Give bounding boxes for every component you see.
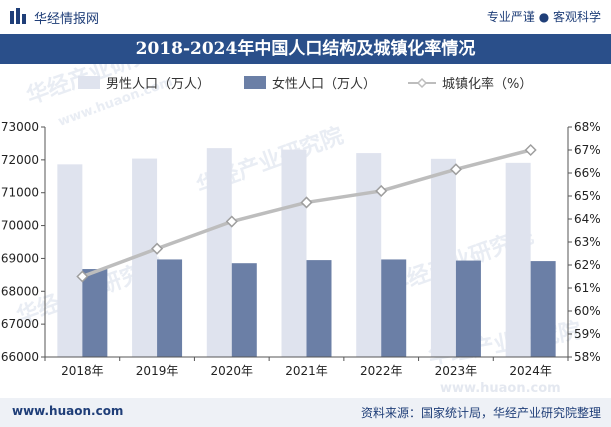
right-tick-label: 60% bbox=[574, 304, 601, 318]
brand-logo-icon bbox=[10, 8, 26, 24]
urbanization-point bbox=[375, 184, 388, 198]
x-tick-label: 2018年 bbox=[61, 364, 104, 378]
right-tick-label: 68% bbox=[574, 120, 601, 134]
legend-swatch bbox=[78, 76, 100, 89]
right-tick-label: 67% bbox=[574, 143, 601, 157]
x-tick-label: 2021年 bbox=[285, 364, 328, 378]
urbanization-point bbox=[151, 242, 164, 255]
slogan: 专业严谨 ● 客观科学 bbox=[486, 10, 601, 24]
axes: 66000 67000 68000 69000 70000 71000 72000 73000… bbox=[1, 120, 601, 378]
bar-female bbox=[530, 261, 556, 357]
bar-male bbox=[281, 149, 307, 357]
right-tick-label: 66% bbox=[574, 166, 601, 180]
bar-male bbox=[57, 164, 83, 357]
left-tick-label: 68000 bbox=[1, 284, 39, 298]
title-band bbox=[0, 34, 611, 64]
right-tick-label: 58% bbox=[574, 350, 601, 364]
left-tick-label: 71000 bbox=[1, 186, 39, 200]
bar-female bbox=[306, 260, 332, 357]
urbanization-point bbox=[76, 270, 89, 283]
footer: www.huaon.com 资料来源：国家统计局，华经产业研究院整理 bbox=[0, 398, 611, 427]
left-tick-label: 70000 bbox=[1, 219, 39, 233]
right-tick-label: 65% bbox=[574, 189, 601, 203]
bar-female bbox=[231, 263, 257, 357]
bar-female bbox=[381, 259, 407, 357]
right-tick-label: 59% bbox=[574, 327, 601, 341]
right-tick-label: 61% bbox=[574, 281, 601, 295]
legend-swatch bbox=[244, 76, 266, 89]
legend-label: 城镇化率（%） bbox=[442, 76, 532, 92]
left-tick-label: 72000 bbox=[1, 153, 39, 167]
bar-male bbox=[430, 158, 456, 357]
urbanization-point bbox=[449, 163, 462, 176]
footer-url: www.huaon.com bbox=[12, 404, 124, 418]
urbanization-point bbox=[225, 215, 238, 228]
bar-male bbox=[206, 148, 232, 357]
legend: 男性人口（万人） 女性人口（万人） 城镇化率（%） bbox=[78, 76, 532, 92]
left-tick-label: 67000 bbox=[1, 317, 39, 331]
left-tick-label: 66000 bbox=[1, 350, 39, 364]
footer-source: 资料来源：国家统计局，华经产业研究院整理 bbox=[360, 406, 601, 420]
bar-female bbox=[157, 259, 183, 357]
legend-marker bbox=[416, 77, 428, 89]
x-tick-label: 2023年 bbox=[435, 364, 478, 378]
bar-male bbox=[356, 153, 382, 357]
right-tick-label: 62% bbox=[574, 258, 601, 272]
left-tick-label: 73000 bbox=[1, 120, 39, 134]
right-tick-label: 63% bbox=[574, 235, 601, 249]
watermark-url: www.huaon.com bbox=[440, 381, 561, 396]
legend-label: 女性人口（万人） bbox=[272, 76, 376, 92]
urbanization-line bbox=[76, 143, 537, 283]
urbanization-point bbox=[300, 196, 313, 209]
chart-title: 2018-2024年中国人口结构及城镇化率情况 bbox=[135, 39, 476, 59]
right-tick-label: 64% bbox=[574, 212, 601, 226]
urbanization-point bbox=[524, 143, 537, 157]
chart: 华经产业研究院华经产业研究院华经产业研究院华经产业研究院华经产业研究院www.h… bbox=[1, 64, 601, 396]
bar-female bbox=[82, 269, 108, 357]
x-tick-label: 2024年 bbox=[509, 364, 552, 378]
legend-label: 男性人口（万人） bbox=[106, 77, 210, 92]
x-tick-label: 2020年 bbox=[211, 364, 254, 378]
bar-male bbox=[505, 162, 531, 357]
x-tick-label: 2022年 bbox=[360, 364, 403, 378]
left-tick-label: 69000 bbox=[1, 251, 39, 265]
x-tick-label: 2019年 bbox=[136, 364, 179, 378]
brand-name: 华经情报网 bbox=[34, 12, 100, 27]
bar-female bbox=[455, 260, 481, 357]
top-bar: 华经情报网 专业严谨 ● 客观科学 bbox=[0, 0, 611, 34]
